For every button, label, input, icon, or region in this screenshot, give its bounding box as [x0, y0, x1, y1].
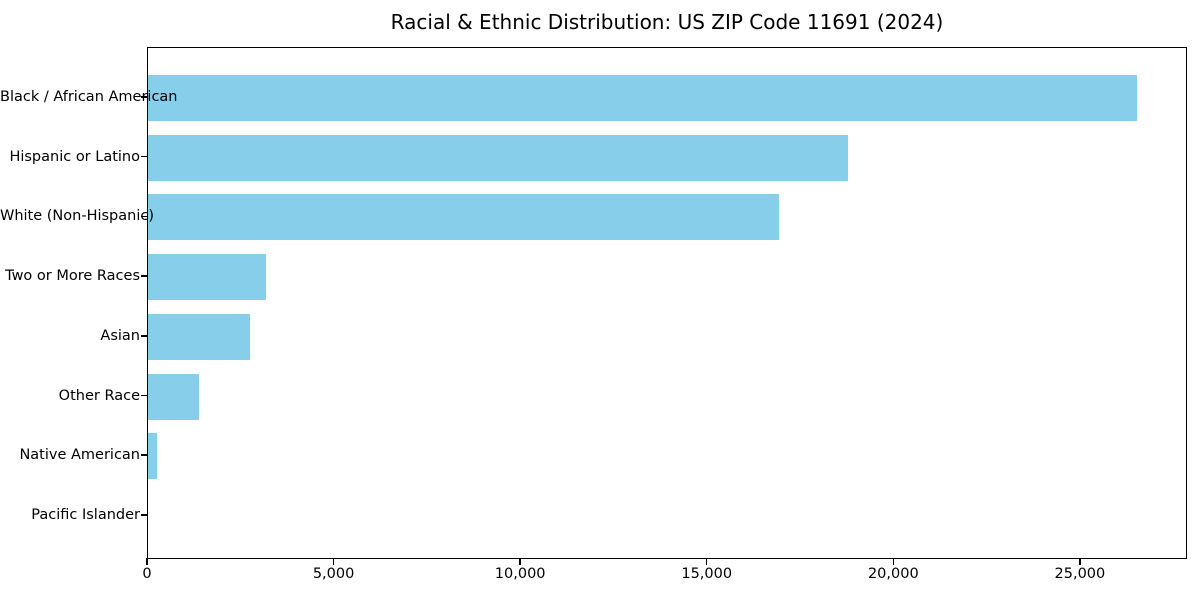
x-axis-tick [705, 557, 708, 565]
x-axis-tick-label: 0 [142, 566, 152, 582]
y-axis-tick [141, 394, 147, 397]
y-axis-label-pacific-islander: Pacific Islander [31, 506, 140, 523]
y-axis-label-asian: Asian [100, 327, 140, 344]
y-axis-tick [141, 514, 147, 516]
y-axis-tick [141, 155, 147, 158]
y-axis-label-black-african-american: Black / African American [0, 89, 178, 105]
x-axis-tick [332, 557, 335, 565]
plot-area [147, 47, 1187, 559]
x-axis-tick [519, 557, 521, 565]
x-axis-tick-label: 20,000 [867, 566, 919, 582]
bar-asian [148, 313, 250, 360]
y-axis-label-white-non-hispanic: White (Non-Hispanic) [0, 208, 154, 225]
x-axis-tick-label: 15,000 [681, 566, 733, 582]
bar-black-african-american [148, 75, 1137, 121]
y-axis-label-hispanic-or-latino: Hispanic or Latino [9, 148, 140, 165]
y-axis-tick [141, 454, 147, 456]
chart-title: Racial & Ethnic Distribution: US ZIP Cod… [390, 10, 944, 34]
y-axis-tick [141, 335, 147, 337]
x-axis-tick [892, 557, 895, 565]
y-axis-tick [141, 215, 147, 218]
y-axis-tick [141, 96, 147, 98]
x-axis-tick-label: 5,000 [312, 566, 355, 582]
bar-two-or-more-races [148, 254, 266, 301]
x-axis-tick [1079, 557, 1081, 565]
x-axis-tick [146, 557, 148, 565]
bar-hispanic-or-latino [148, 134, 848, 181]
x-axis-tick-label: 25,000 [1054, 566, 1106, 582]
y-axis-label-two-or-more-races: Two or More Races [5, 268, 140, 285]
bar-other-race [148, 373, 200, 420]
y-axis-label-native-american: Native American [19, 447, 140, 464]
x-axis-tick-label: 10,000 [494, 566, 546, 582]
y-axis-label-other-race: Other Race [58, 387, 140, 404]
y-axis-tick [141, 275, 147, 277]
bar-native-american [148, 433, 157, 480]
bar-white-non-hispanic [148, 194, 779, 241]
